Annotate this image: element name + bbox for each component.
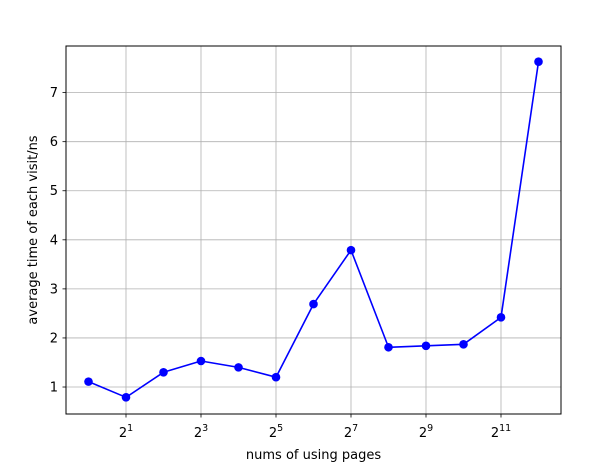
x-axis-label: nums of using pages [246,448,381,463]
x-tick-label: 21 [119,423,133,441]
y-tick-label: 6 [50,135,58,150]
y-tick-label: 2 [50,331,58,346]
x-tick-label: 23 [194,423,208,441]
data-point [159,367,168,377]
data-point [234,363,243,372]
data-point [196,356,206,366]
plot-frame [65,45,562,415]
data-point [459,340,468,349]
x-tick-label: 29 [419,423,433,441]
y-tick-label: 5 [50,184,58,199]
x-tick-label: 211 [491,423,511,441]
data-point [271,372,281,382]
series-line [88,61,540,399]
data-point [534,57,543,67]
x-tick-label: 27 [344,423,358,441]
series [84,57,543,402]
y-tick-label: 4 [50,233,58,248]
y-axis-label: average time of each visit/ns [26,135,41,324]
data-point [84,377,93,386]
data-point [384,342,393,352]
data-point [309,299,318,309]
data-point [421,341,431,351]
data-point [121,393,131,402]
y-tick-label: 3 [50,282,58,297]
x-tick-label: 25 [269,423,283,441]
data-point [496,313,506,322]
y-tick-label: 7 [50,86,58,101]
y-tick-label: 1 [50,381,58,396]
data-point [346,245,356,255]
grid [66,46,561,414]
